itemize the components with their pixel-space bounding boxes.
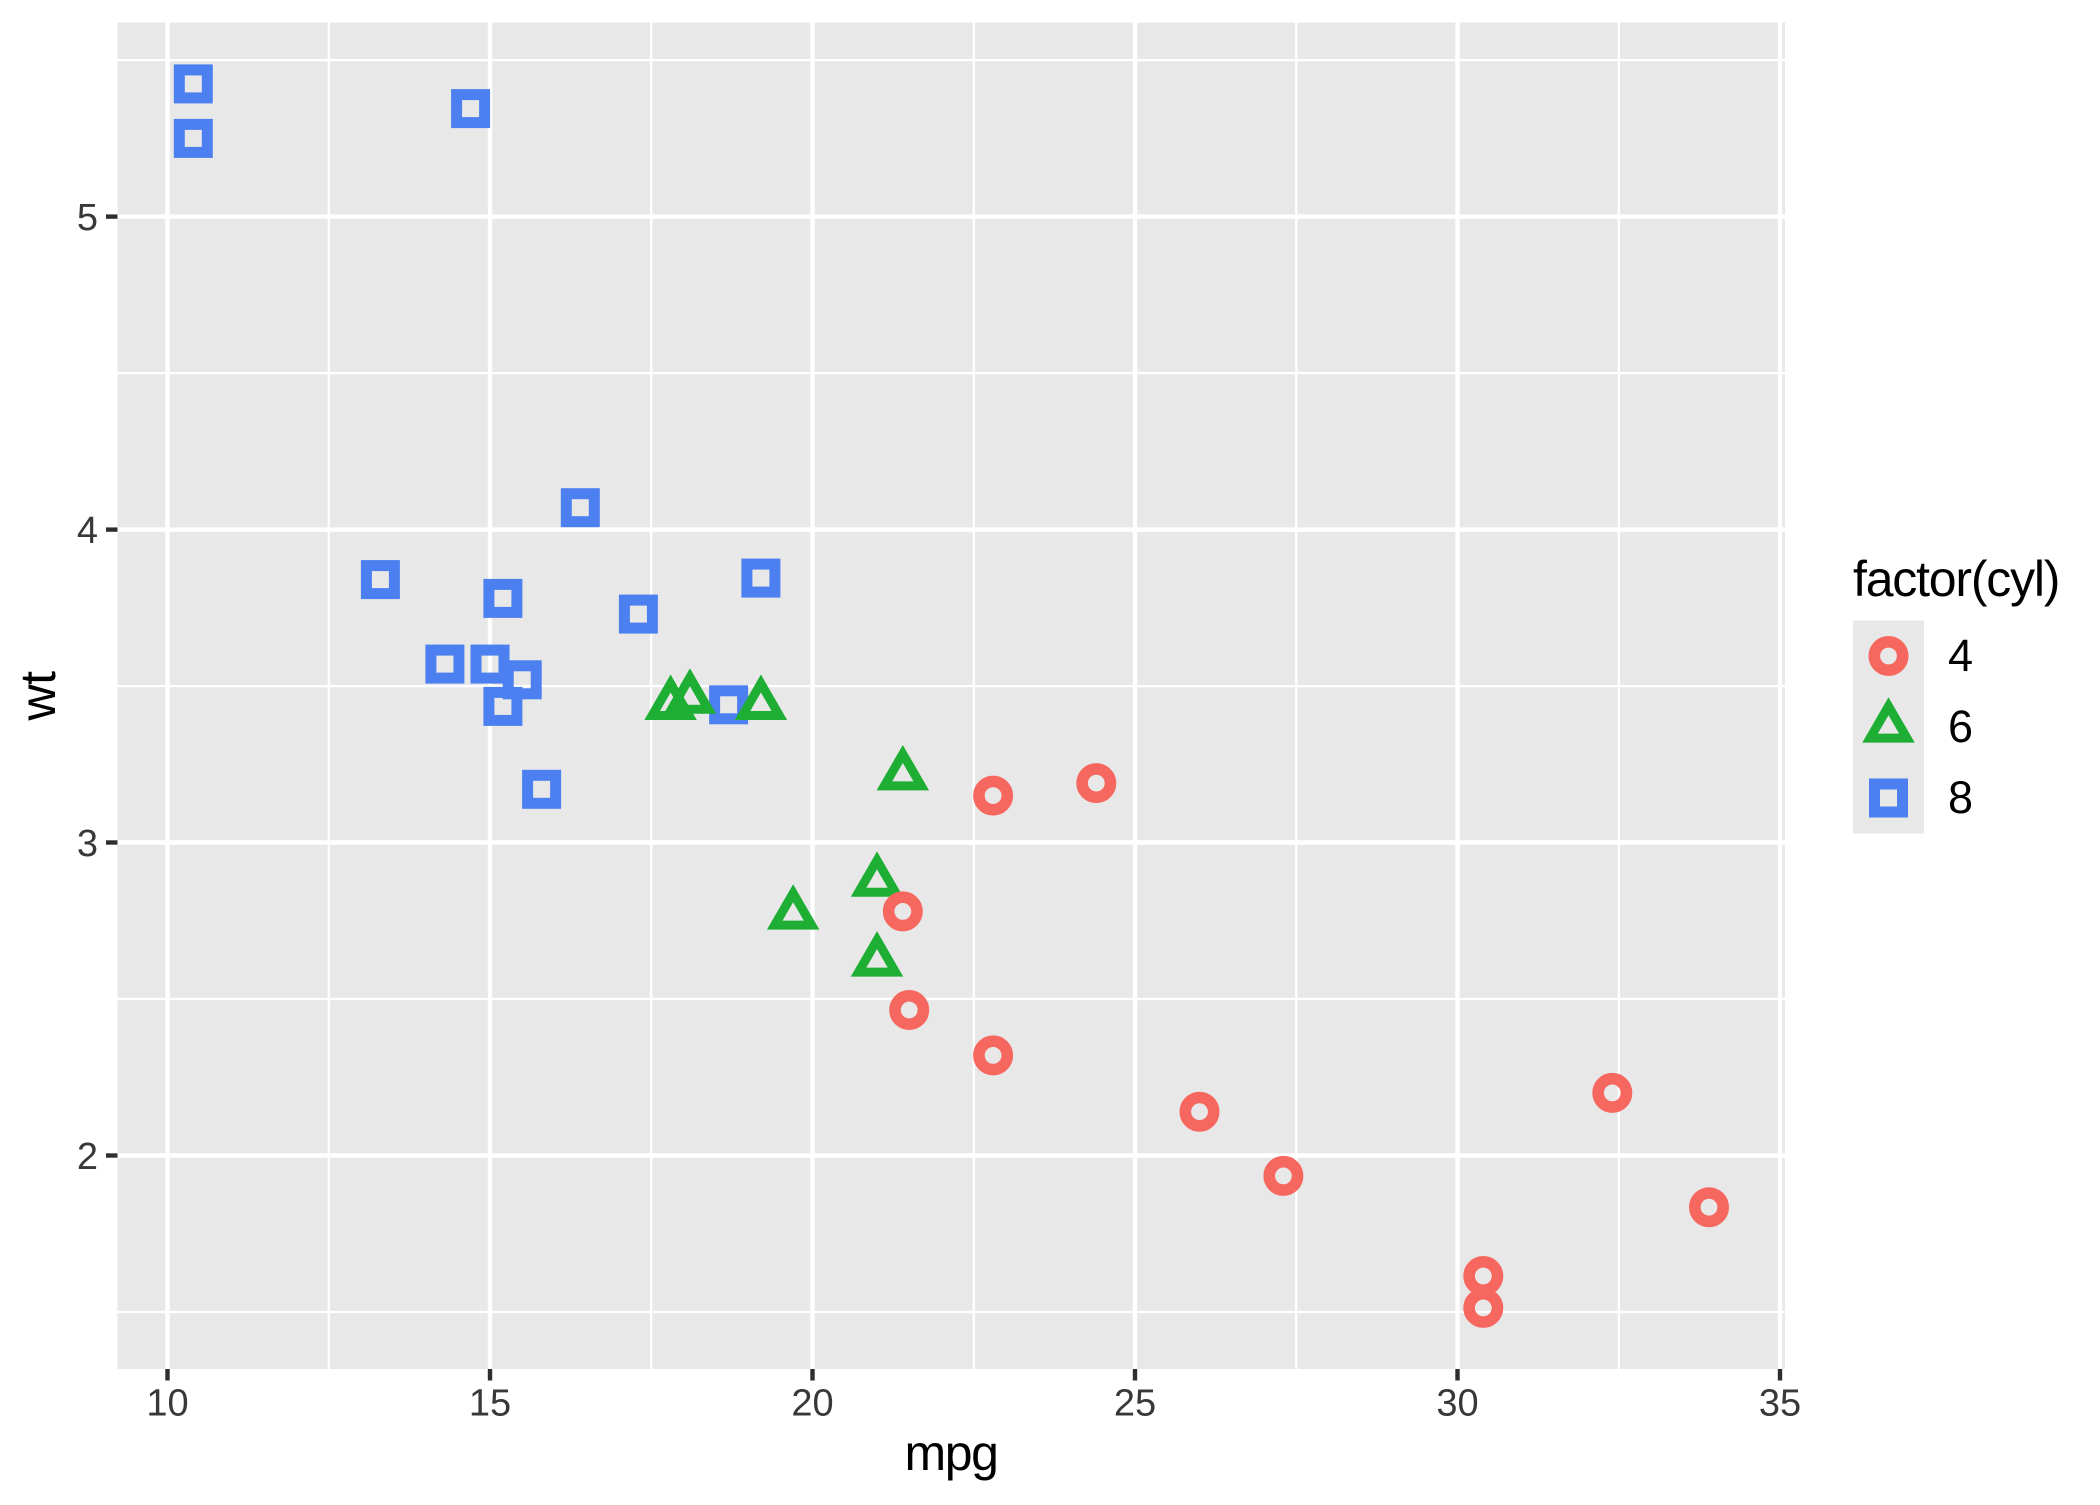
- svg-text:mpg: mpg: [904, 1425, 997, 1481]
- svg-text:10: 10: [146, 1383, 188, 1425]
- svg-text:factor(cyl): factor(cyl): [1853, 551, 2059, 607]
- svg-text:5: 5: [77, 197, 98, 239]
- svg-text:4: 4: [77, 510, 98, 552]
- svg-text:8: 8: [1948, 772, 1973, 823]
- svg-text:15: 15: [469, 1383, 511, 1425]
- svg-text:25: 25: [1114, 1383, 1156, 1425]
- svg-text:30: 30: [1436, 1383, 1478, 1425]
- svg-text:2: 2: [77, 1136, 98, 1178]
- svg-text:4: 4: [1948, 630, 1973, 681]
- svg-text:3: 3: [77, 823, 98, 865]
- svg-text:wt: wt: [10, 671, 66, 722]
- svg-text:20: 20: [791, 1383, 833, 1425]
- svg-text:6: 6: [1948, 701, 1973, 752]
- svg-text:35: 35: [1759, 1383, 1801, 1425]
